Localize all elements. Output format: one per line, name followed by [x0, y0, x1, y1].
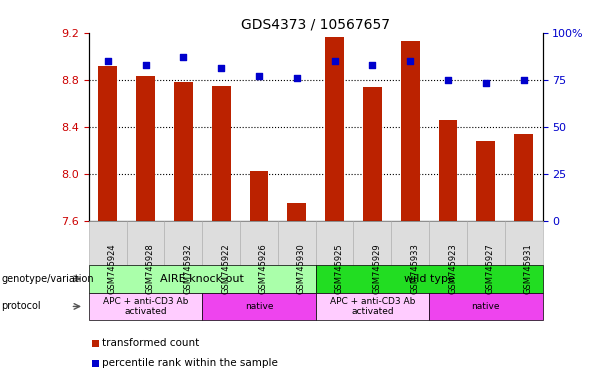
Bar [174, 82, 193, 221]
Text: GSM745928: GSM745928 [146, 243, 154, 294]
Text: native: native [245, 302, 273, 311]
Point [292, 75, 302, 81]
Bar [249, 171, 268, 221]
Point [367, 61, 377, 68]
Text: GSM745925: GSM745925 [335, 243, 344, 293]
Text: wild type: wild type [404, 274, 454, 284]
Bar [325, 37, 344, 221]
Bar [98, 66, 117, 221]
Text: GSM745931: GSM745931 [524, 243, 533, 294]
Text: GSM745926: GSM745926 [259, 243, 268, 294]
Text: GSM745922: GSM745922 [221, 243, 230, 293]
Text: percentile rank within the sample: percentile rank within the sample [102, 358, 278, 368]
Text: native: native [471, 302, 500, 311]
Point [254, 73, 264, 79]
Point [216, 65, 226, 71]
Bar [363, 87, 382, 221]
Text: GSM745930: GSM745930 [297, 243, 306, 294]
Bar [514, 134, 533, 221]
Point [443, 76, 453, 83]
Text: GSM745929: GSM745929 [373, 243, 381, 293]
Bar [136, 76, 155, 221]
Bar [287, 203, 306, 221]
Text: GSM745932: GSM745932 [183, 243, 192, 294]
Text: APC + anti-CD3 Ab
activated: APC + anti-CD3 Ab activated [103, 297, 188, 316]
Bar [438, 120, 457, 221]
Point [103, 58, 113, 64]
Text: GSM745933: GSM745933 [410, 243, 419, 294]
Bar [401, 41, 420, 221]
Title: GDS4373 / 10567657: GDS4373 / 10567657 [241, 18, 390, 31]
Text: APC + anti-CD3 Ab
activated: APC + anti-CD3 Ab activated [330, 297, 415, 316]
Text: transformed count: transformed count [102, 338, 199, 348]
Text: GSM745927: GSM745927 [486, 243, 495, 294]
Point [330, 58, 340, 64]
Text: protocol: protocol [1, 301, 41, 311]
Text: GSM745924: GSM745924 [108, 243, 117, 293]
Bar [476, 141, 495, 221]
Text: genotype/variation: genotype/variation [1, 274, 94, 284]
Point [519, 76, 528, 83]
Point [405, 58, 415, 64]
Text: AIRE knock out: AIRE knock out [161, 274, 244, 284]
Bar [211, 86, 230, 221]
Point [140, 61, 150, 68]
Point [178, 54, 188, 60]
Point [481, 80, 491, 86]
Text: GSM745923: GSM745923 [448, 243, 457, 294]
